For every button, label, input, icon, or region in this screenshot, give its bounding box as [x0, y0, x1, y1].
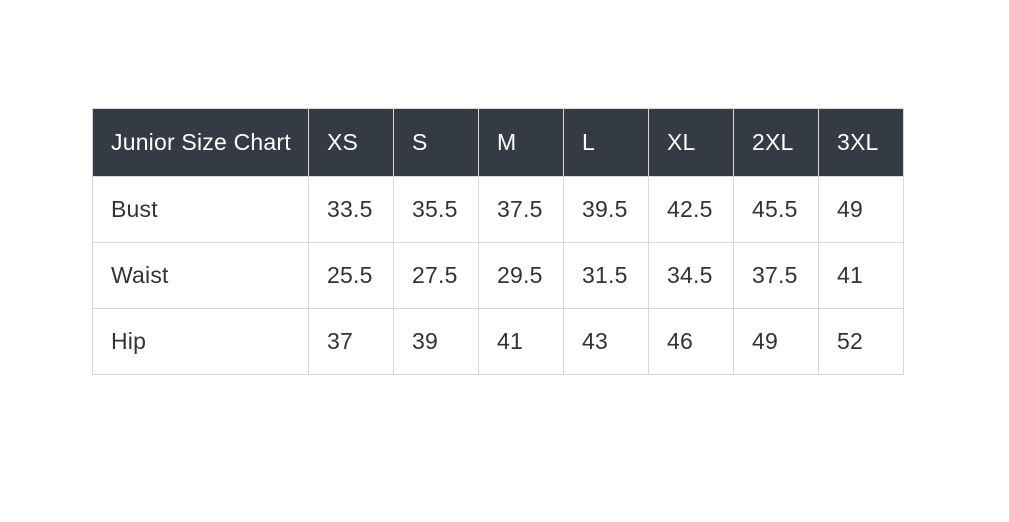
size-value-cell: 35.5 [393, 176, 479, 243]
size-value-cell: 46 [648, 308, 734, 375]
size-value-cell: 49 [818, 176, 904, 243]
header-row: Junior Size Chart XS S M L XL 2XL 3XL [92, 108, 904, 177]
size-value-cell: 27.5 [393, 242, 479, 309]
size-value-cell: 33.5 [308, 176, 394, 243]
size-value-cell: 41 [818, 242, 904, 309]
size-value-cell: 37.5 [478, 176, 564, 243]
row-label: Bust [92, 176, 309, 243]
table-body: Bust 33.5 35.5 37.5 39.5 42.5 45.5 49 Waist 25.5 2… [92, 176, 904, 375]
column-header-xl: XL [648, 108, 734, 177]
size-value-cell: 37.5 [733, 242, 819, 309]
size-value-cell: 37 [308, 308, 394, 375]
column-header-2xl: 2XL [733, 108, 819, 177]
size-value-cell: 29.5 [478, 242, 564, 309]
size-value-cell: 34.5 [648, 242, 734, 309]
column-header-m: M [478, 108, 564, 177]
junior-size-chart-table: Junior Size Chart XS S M L XL 2XL 3XL Bust 33.5… [92, 108, 904, 375]
size-value-cell: 49 [733, 308, 819, 375]
row-label: Hip [92, 308, 309, 375]
size-value-cell: 42.5 [648, 176, 734, 243]
size-value-cell: 39.5 [563, 176, 649, 243]
size-value-cell: 43 [563, 308, 649, 375]
table-row-hip: Hip 37 39 41 43 46 49 52 [92, 308, 904, 375]
size-value-cell: 52 [818, 308, 904, 375]
size-value-cell: 25.5 [308, 242, 394, 309]
table-row-waist: Waist 25.5 27.5 29.5 31.5 34.5 37.5 41 [92, 242, 904, 309]
column-header-xs: XS [308, 108, 394, 177]
table-row-bust: Bust 33.5 35.5 37.5 39.5 42.5 45.5 49 [92, 176, 904, 243]
size-value-cell: 39 [393, 308, 479, 375]
column-header-3xl: 3XL [818, 108, 904, 177]
column-header-s: S [393, 108, 479, 177]
size-value-cell: 45.5 [733, 176, 819, 243]
size-value-cell: 41 [478, 308, 564, 375]
row-label: Waist [92, 242, 309, 309]
size-value-cell: 31.5 [563, 242, 649, 309]
table-title: Junior Size Chart [92, 108, 309, 177]
column-header-l: L [563, 108, 649, 177]
